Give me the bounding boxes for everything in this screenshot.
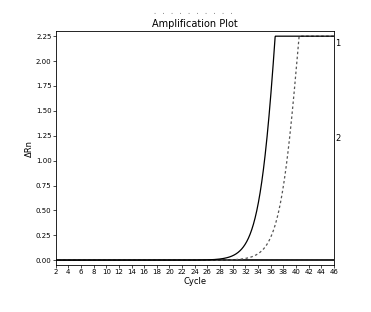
- Text: 1: 1: [335, 39, 341, 48]
- X-axis label: Cycle: Cycle: [183, 277, 206, 286]
- Text: . . . . . . . . . .: . . . . . . . . . .: [152, 9, 233, 15]
- Title: Amplification Plot: Amplification Plot: [152, 19, 238, 29]
- Text: 2: 2: [335, 134, 341, 143]
- Y-axis label: ΔRn: ΔRn: [25, 140, 35, 157]
